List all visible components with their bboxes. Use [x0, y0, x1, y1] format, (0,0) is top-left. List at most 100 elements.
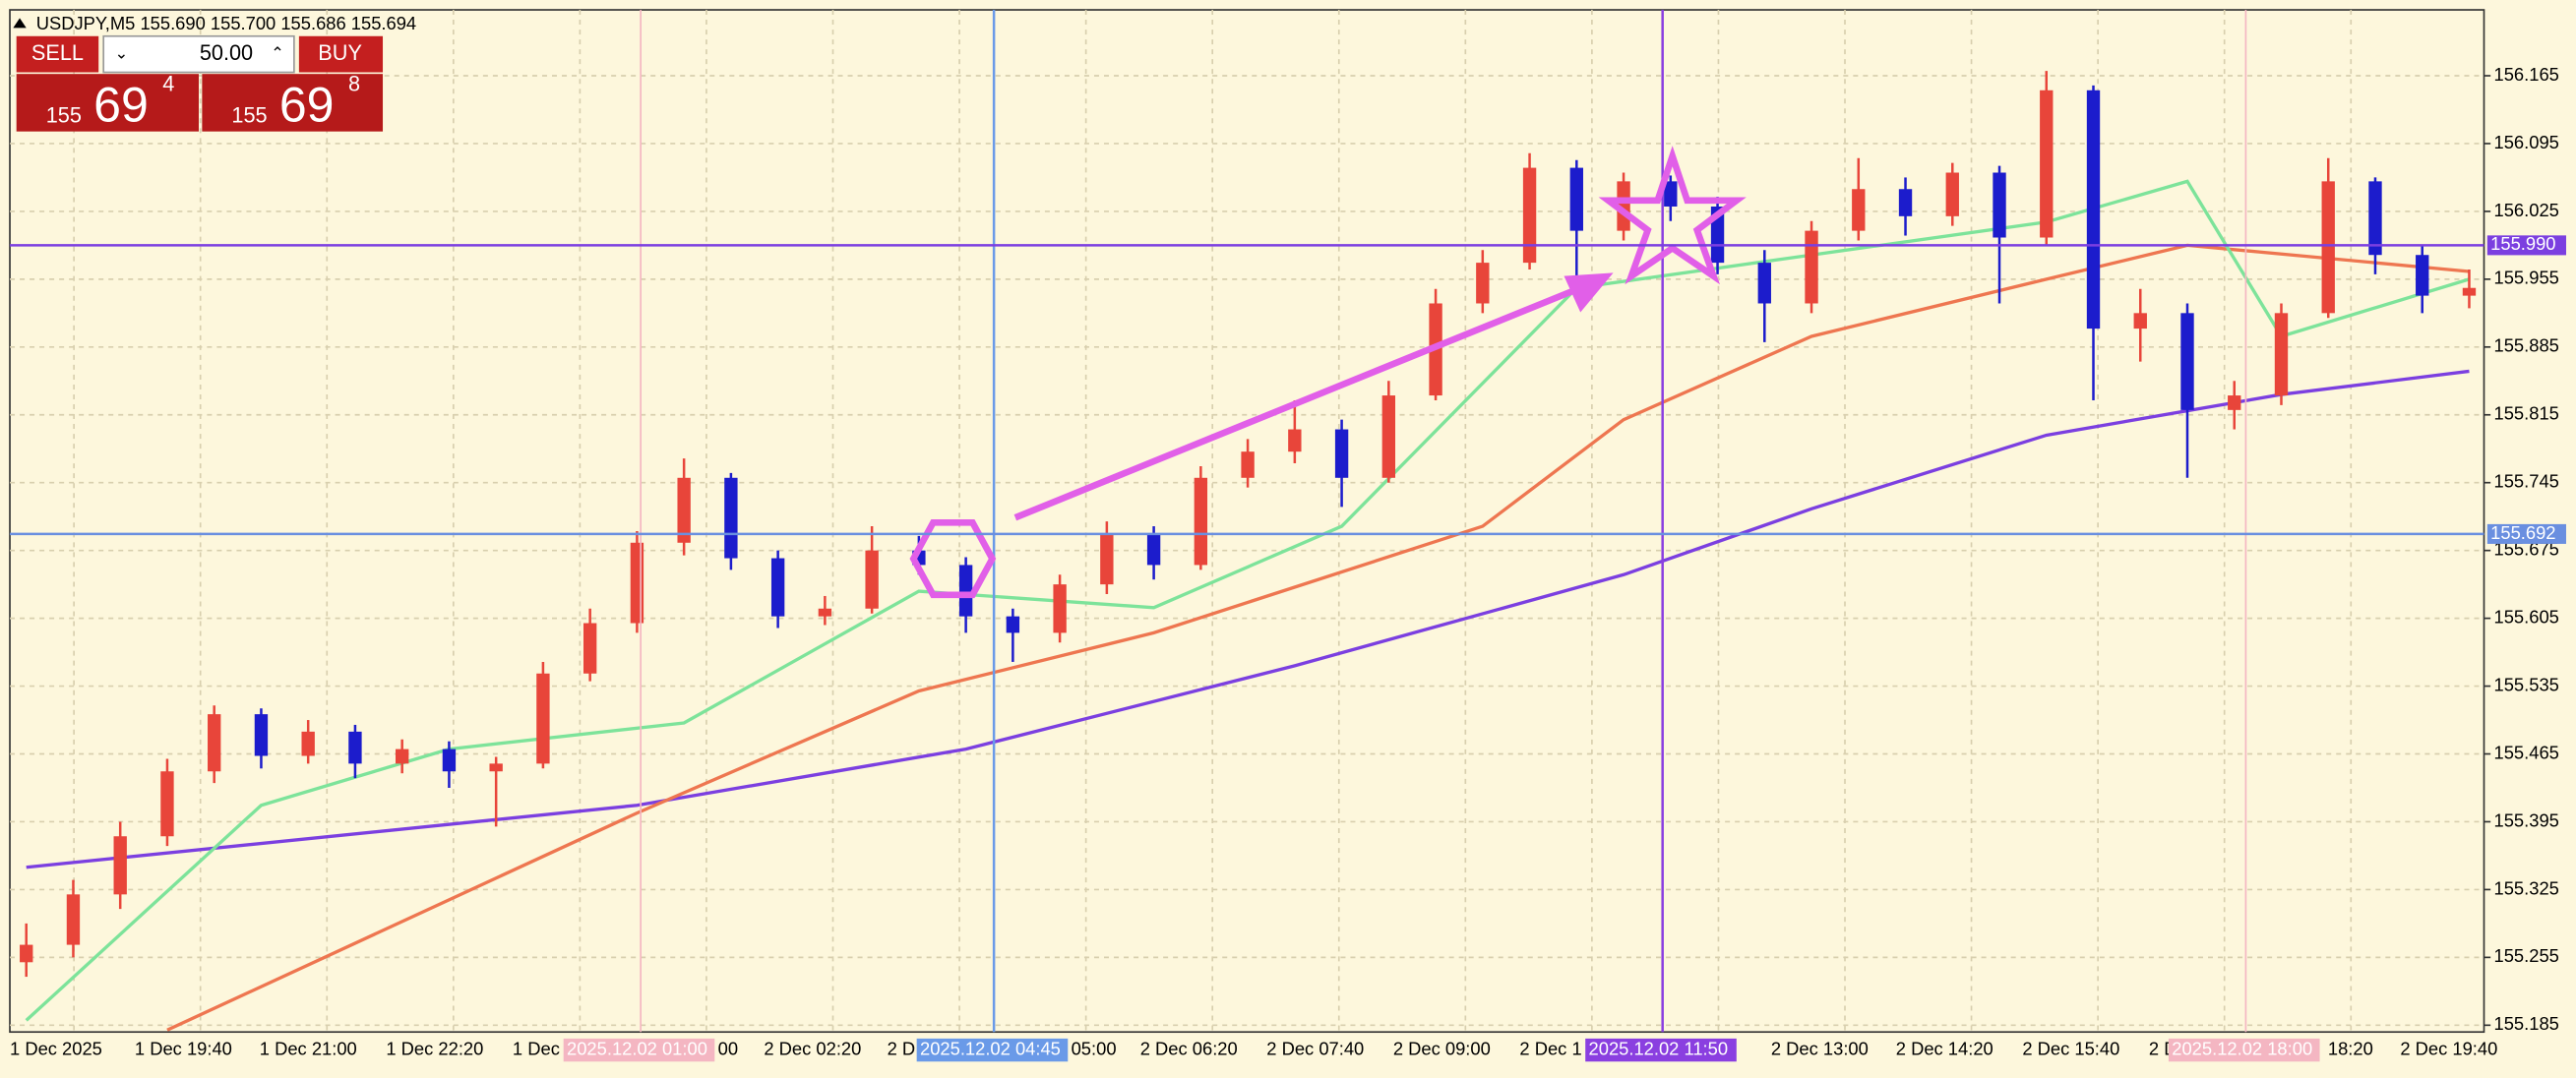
candle-body	[536, 673, 550, 764]
candle-body	[724, 477, 738, 559]
y-tick-label: 155.745	[2494, 471, 2559, 492]
buy-price-big: 155	[231, 102, 267, 127]
lots-down[interactable]: ⌄	[115, 44, 129, 63]
y-tick-label: 155.815	[2494, 403, 2559, 424]
x-tick-label: 2 Dec 02:20	[764, 1038, 861, 1058]
candle-body	[818, 608, 832, 617]
lots-up[interactable]: ⌃	[271, 44, 284, 63]
candle-body	[113, 836, 127, 895]
x-tick-label: 2 Dec 19:40	[2400, 1038, 2497, 1058]
hexagon-drawing	[909, 518, 997, 599]
candle-body	[2462, 287, 2477, 296]
y-tick-label: 155.255	[2494, 945, 2559, 966]
candle-body	[2416, 255, 2429, 296]
sell-button[interactable]	[16, 35, 99, 73]
x-tick-label: 2 Dec 07:40	[1266, 1038, 1364, 1058]
x-tick-label: 1 Dec	[513, 1038, 560, 1058]
candle-body	[630, 542, 644, 624]
sell-label[interactable]: SELL	[31, 40, 84, 65]
x-tick-label: 2 Dec 13:00	[1771, 1038, 1869, 1058]
candle-body	[1146, 533, 1161, 566]
candle-body	[1006, 616, 1020, 633]
y-tick-label: 155.185	[2494, 1013, 2559, 1034]
arrow-line	[1013, 285, 1579, 521]
time-marker-box	[563, 1038, 715, 1062]
x-tick-label: 2 Dec 14:20	[1896, 1038, 1993, 1058]
candle-body	[301, 731, 315, 756]
candle-body	[20, 944, 33, 963]
candle-body	[583, 623, 597, 674]
y-tick-label: 156.025	[2494, 200, 2559, 220]
candle-body	[1522, 167, 1537, 264]
time-marker-label: 2025.12.02 18:00	[2172, 1038, 2312, 1058]
arrow-head	[1564, 272, 1614, 313]
candle-body	[1852, 189, 1866, 231]
price-label: 155.990	[2490, 233, 2555, 254]
candle-body	[2228, 395, 2241, 410]
buy-price-pips: 69	[279, 77, 335, 132]
candle-body	[2133, 313, 2147, 329]
sell-price-box[interactable]	[16, 74, 200, 132]
y-tick-label: 155.885	[2494, 335, 2559, 356]
candle-body	[2180, 313, 2194, 410]
y-tick-label: 155.535	[2494, 674, 2559, 694]
moving-average	[26, 369, 2470, 869]
time-marker-box	[2168, 1038, 2320, 1062]
y-tick-label: 155.605	[2494, 606, 2559, 627]
candle-body	[1288, 429, 1302, 452]
sell-price-big: 155	[46, 102, 82, 127]
candle-body	[1053, 584, 1067, 633]
axes: 156.165 156.095 156.025 155.955 155.885 155.8…	[10, 64, 2566, 1062]
candle-body	[770, 558, 785, 617]
price-label: 155.692	[2490, 522, 2555, 543]
y-tick-label: 155.955	[2494, 268, 2559, 288]
sell-price-fraction: 4	[162, 72, 174, 96]
candle-body	[2040, 90, 2054, 238]
candle-body	[442, 749, 457, 772]
star-drawing	[1598, 146, 1747, 285]
buy-price-fraction: 8	[348, 72, 360, 96]
candle-body	[160, 771, 174, 837]
candle-body	[348, 731, 362, 764]
candle-body	[1898, 189, 1913, 216]
candle-body	[208, 714, 221, 772]
x-tick-label: 2 D	[888, 1038, 916, 1058]
candle-body	[1194, 477, 1208, 566]
x-tick-label: 00	[718, 1038, 738, 1058]
buy-button[interactable]	[298, 35, 384, 73]
buy-label[interactable]: BUY	[318, 40, 362, 65]
plot-frame	[9, 9, 2485, 1034]
candle-body	[489, 763, 503, 772]
candle-body	[677, 477, 691, 543]
candle-body	[2321, 181, 2335, 314]
lots-value[interactable]: 50.00	[200, 40, 253, 65]
x-tick-label: 05:00	[1072, 1038, 1117, 1058]
candle-body	[66, 894, 81, 945]
lots-box[interactable]	[102, 34, 295, 74]
candle-body	[1805, 230, 1818, 304]
candle-body	[1757, 263, 1771, 304]
x-tick-label: 18:20	[2328, 1038, 2373, 1058]
x-tick-label: 1 Dec 19:40	[135, 1038, 232, 1058]
time-marker-box	[1585, 1038, 1737, 1062]
time-marker-box	[916, 1038, 1069, 1062]
time-marker-label: 2025.12.02 01:00	[567, 1038, 707, 1058]
y-tick-label: 155.465	[2494, 742, 2559, 762]
y-tick-label: 156.165	[2494, 64, 2559, 85]
sell-price-pips: 69	[93, 77, 149, 132]
candle-body	[1241, 451, 1255, 478]
candle-body	[1476, 263, 1490, 304]
symbol-header: USDJPY,M5 155.690 155.700 155.686 155.69…	[36, 13, 416, 33]
x-tick-label: 2 Dec 06:20	[1140, 1038, 1238, 1058]
collapse-icon[interactable]	[13, 18, 27, 29]
candle-body	[395, 749, 409, 764]
time-marker-label: 2025.12.02 11:50	[1589, 1038, 1729, 1058]
candle-body	[1334, 429, 1349, 478]
x-tick-label: 1 Dec 2025	[10, 1038, 102, 1058]
buy-price-box[interactable]	[202, 74, 384, 132]
candle-body	[2274, 313, 2289, 396]
candle-body	[254, 714, 269, 756]
